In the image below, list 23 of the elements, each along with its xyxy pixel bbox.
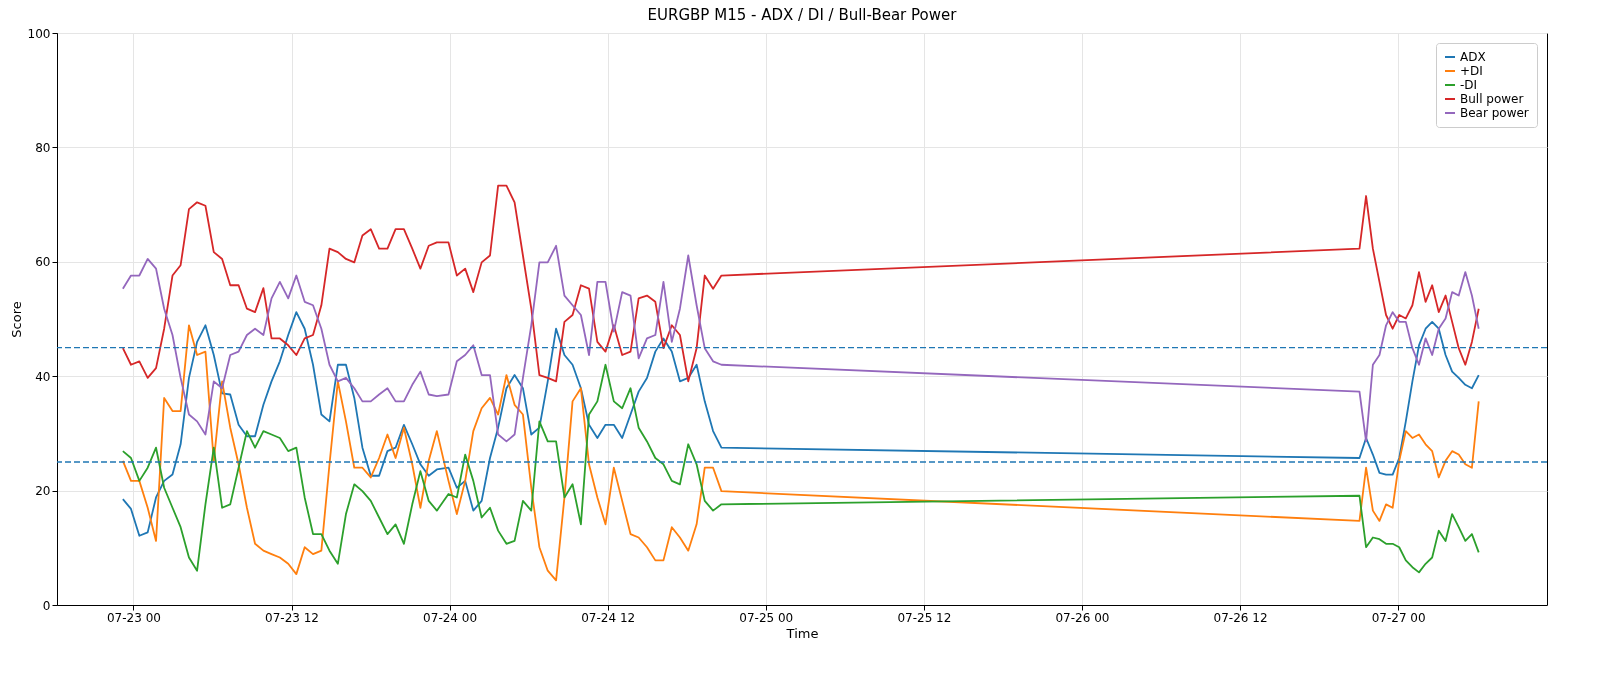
chart-title: EURGBP M15 - ADX / DI / Bull-Bear Power [647, 6, 958, 24]
y-axis-title: Score [8, 301, 24, 338]
y-tick-label: 60 [35, 255, 51, 270]
x-axis-title: Time [785, 625, 819, 641]
x-tick-label: 07-24 12 [581, 610, 636, 625]
y-tick-label: 40 [35, 369, 51, 384]
x-tick-label: 07-25 12 [897, 610, 952, 625]
legend-label: -DI [1460, 78, 1478, 92]
x-tick-label: 07-23 00 [106, 610, 161, 625]
legend-label: ADX [1460, 50, 1486, 64]
x-tick-label: 07-25 00 [739, 610, 794, 625]
y-tick-label: 80 [35, 140, 51, 155]
x-tick-label: 07-26 00 [1055, 610, 1110, 625]
x-tick-label: 07-23 12 [265, 610, 319, 625]
x-tick-label: 07-26 12 [1213, 610, 1268, 625]
legend-label: +DI [1460, 64, 1483, 78]
x-tick-label: 07-24 00 [423, 610, 478, 625]
y-tick-label: 20 [35, 484, 51, 499]
y-tick-label: 100 [27, 26, 51, 41]
y-tick-label: 0 [42, 598, 51, 613]
legend-label: Bull power [1460, 92, 1524, 106]
legend-label: Bear power [1460, 106, 1529, 120]
x-tick-label: 07-27 00 [1371, 610, 1426, 625]
